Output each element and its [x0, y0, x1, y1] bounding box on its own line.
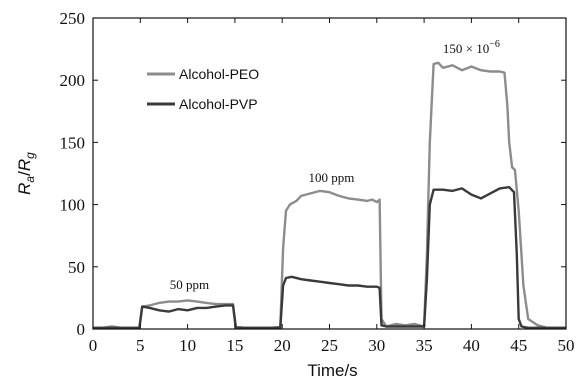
y-axis-title-r2: R — [15, 159, 34, 171]
legend-label: Alcohol-PEO — [179, 66, 259, 82]
y-tick-label: 150 — [60, 133, 86, 152]
series-layer — [93, 61, 566, 329]
y-tick-label: 100 — [60, 196, 86, 215]
y-axis-title-sub-g: g — [23, 152, 37, 159]
axis-ticks: 0 5 10 15 20 25 30 35 40 45 50 0 50 100 150 200 250 — [60, 9, 575, 355]
y-axis-title-slash: / — [15, 171, 34, 176]
x-tick-label: 10 — [179, 336, 196, 355]
y-tick-label: 0 — [77, 320, 86, 339]
x-tick-label: 5 — [136, 336, 145, 355]
y-tick-label: 200 — [60, 71, 86, 90]
annotation-label: 50 ppm — [170, 277, 209, 292]
y-axis-title-sub-a: a — [23, 176, 37, 183]
x-axis-title: Time/s — [307, 361, 357, 380]
x-tick-label: 25 — [321, 336, 338, 355]
x-tick-label: 50 — [558, 336, 575, 355]
x-tick-label: 0 — [89, 336, 98, 355]
y-axis-title: Ra/Rg — [15, 152, 37, 195]
x-tick-label: 40 — [463, 336, 480, 355]
annotation-label: 100 ppm — [308, 170, 354, 185]
x-tick-label: 35 — [416, 336, 433, 355]
y-axis-title-r1: R — [15, 183, 34, 195]
series-line-1 — [93, 61, 566, 329]
x-tick-label: 45 — [510, 336, 527, 355]
annotations-layer: 50 ppm 100 ppm 150 × 10−6 — [170, 39, 500, 292]
series-line-2 — [93, 186, 566, 329]
legend-label: Alcohol-PVP — [179, 96, 258, 112]
x-tick-label: 20 — [274, 336, 291, 355]
x-tick-label: 30 — [368, 336, 385, 355]
x-tick-label: 15 — [226, 336, 243, 355]
y-tick-label: 50 — [68, 258, 85, 277]
legend: Alcohol-PEO Alcohol-PVP — [147, 66, 259, 112]
y-tick-label: 250 — [60, 9, 86, 28]
annotation-label: 150 × 10−6 — [443, 39, 500, 56]
